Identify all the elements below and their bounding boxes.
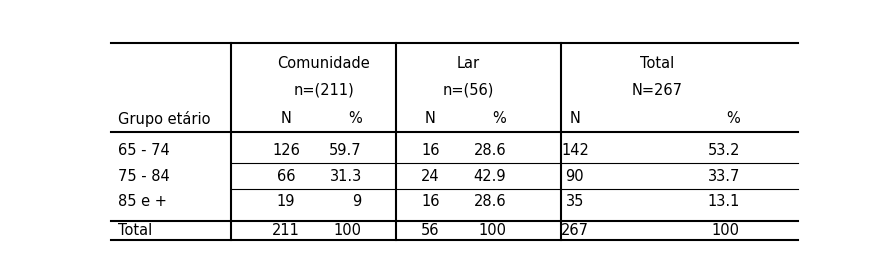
Text: 9: 9 [352, 195, 361, 209]
Text: N: N [280, 111, 291, 126]
Text: 126: 126 [272, 143, 299, 158]
Text: 19: 19 [276, 195, 295, 209]
Text: N: N [569, 111, 579, 126]
Text: N=267: N=267 [631, 83, 682, 97]
Text: 35: 35 [565, 195, 583, 209]
Text: %: % [726, 111, 739, 126]
Text: n=(211): n=(211) [293, 83, 354, 97]
Text: Total: Total [640, 56, 673, 71]
Text: 142: 142 [560, 143, 588, 158]
Text: Lar: Lar [456, 56, 479, 71]
Text: 267: 267 [560, 223, 588, 238]
Text: 75 - 84: 75 - 84 [118, 169, 169, 184]
Text: Grupo etário: Grupo etário [118, 110, 210, 126]
Text: 100: 100 [478, 223, 506, 238]
Text: 16: 16 [421, 195, 439, 209]
Text: 85 e +: 85 e + [118, 195, 167, 209]
Text: 16: 16 [421, 143, 439, 158]
Text: 13.1: 13.1 [707, 195, 739, 209]
Text: 100: 100 [333, 223, 361, 238]
Text: 53.2: 53.2 [706, 143, 739, 158]
Text: 90: 90 [565, 169, 584, 184]
Text: 100: 100 [711, 223, 739, 238]
Text: 211: 211 [272, 223, 299, 238]
Text: 56: 56 [421, 223, 439, 238]
Text: 31.3: 31.3 [330, 169, 361, 184]
Text: Comunidade: Comunidade [277, 56, 370, 71]
Text: 28.6: 28.6 [473, 143, 506, 158]
Text: %: % [347, 111, 361, 126]
Text: N: N [424, 111, 436, 126]
Text: 28.6: 28.6 [473, 195, 506, 209]
Text: 65 - 74: 65 - 74 [118, 143, 169, 158]
Text: n=(56): n=(56) [442, 83, 494, 97]
Text: 24: 24 [421, 169, 439, 184]
Text: Total: Total [118, 223, 152, 238]
Text: 42.9: 42.9 [473, 169, 506, 184]
Text: 33.7: 33.7 [707, 169, 739, 184]
Text: 66: 66 [276, 169, 295, 184]
Text: 59.7: 59.7 [329, 143, 361, 158]
Text: %: % [492, 111, 506, 126]
